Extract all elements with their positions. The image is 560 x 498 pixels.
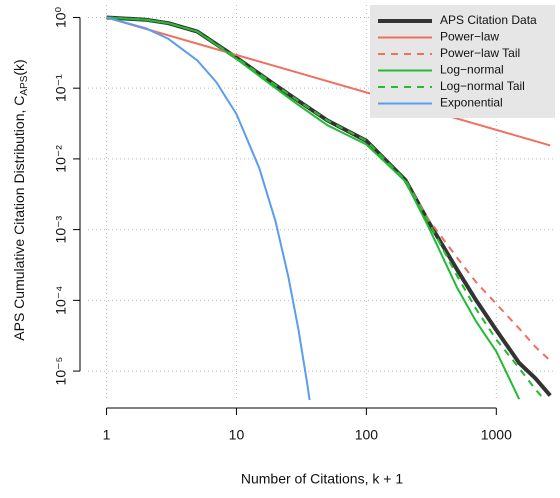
y-tick-label: 10⁻⁴: [53, 286, 69, 315]
y-axis-label: APS Cumulative Citation Distribution, CA…: [11, 59, 30, 340]
legend-label: Exponential: [440, 96, 503, 110]
legend-label: Log−normal Tail: [440, 79, 525, 93]
y-tick-label: 10⁻¹: [53, 74, 69, 102]
series-line: [106, 16, 521, 400]
x-tick-label: 100: [355, 427, 379, 443]
y-tick-label: 10⁻⁵: [53, 357, 69, 386]
series-line: [106, 16, 547, 400]
x-tick-label: 10: [229, 427, 245, 443]
x-tick-label: 1000: [481, 427, 512, 443]
x-tick-label: 1: [103, 427, 111, 443]
y-tick-label: 10⁻²: [53, 145, 69, 173]
y-axis-label-main: APS Cumulative Citation Distribution, C: [11, 96, 27, 341]
series-line: [106, 16, 551, 147]
legend-label: Power−law: [440, 30, 499, 44]
legend-label: Log−normal: [440, 63, 504, 77]
series-line: [106, 16, 311, 400]
legend-label: Power−law Tail: [440, 46, 520, 60]
y-axis-label-sub: APS: [19, 75, 30, 95]
x-axis-label: Number of Citations, k + 1: [241, 471, 403, 487]
y-axis-label-end: (k): [11, 59, 27, 75]
plot-area: [106, 15, 552, 400]
y-tick-label: 10⁻³: [53, 215, 69, 243]
legend-label: APS Citation Data: [440, 13, 537, 27]
legend-box: [370, 5, 555, 118]
y-tick-label: 10⁰: [53, 6, 69, 28]
